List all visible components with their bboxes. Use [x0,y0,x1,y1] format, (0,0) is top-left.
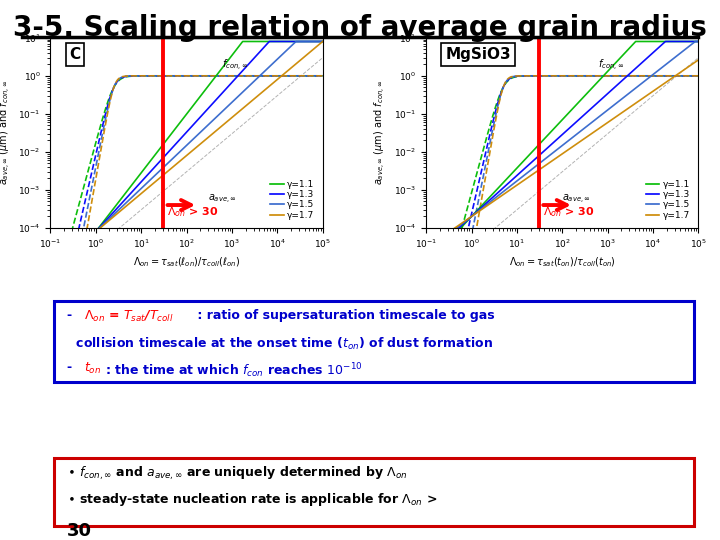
Text: 3-5. Scaling relation of average grain radius: 3-5. Scaling relation of average grain r… [13,14,707,42]
Text: $f_{con,\infty}$: $f_{con,\infty}$ [598,58,624,73]
Text: -: - [67,309,76,322]
Y-axis label: $a_{ave,\infty}$ ($\mu$m) and $f_{con,\infty}$: $a_{ave,\infty}$ ($\mu$m) and $f_{con,\i… [0,80,13,185]
Text: $\Lambda_{on}$ = $T_{sat}$/$T_{coll}$: $\Lambda_{on}$ = $T_{sat}$/$T_{coll}$ [84,309,174,324]
Text: $\bullet$ $f_{con,\infty}$ and $a_{ave,\infty}$ are uniquely determined by $\Lam: $\bullet$ $f_{con,\infty}$ and $a_{ave,\… [67,465,407,482]
Text: $a_{ave,\infty}$: $a_{ave,\infty}$ [208,193,237,206]
Y-axis label: $a_{ave,\infty}$ ($\mu$m) and $f_{con,\infty}$: $a_{ave,\infty}$ ($\mu$m) and $f_{con,\i… [373,80,388,185]
Text: collision timescale at the onset time ($t_{on}$) of dust formation: collision timescale at the onset time ($… [67,336,492,352]
FancyBboxPatch shape [54,301,694,382]
Text: : the time at which $f_{con}$ reaches $10^{-10}$: : the time at which $f_{con}$ reaches $1… [106,361,363,380]
Text: -: - [67,361,76,374]
Legend: γ=1.1, γ=1.3, γ=1.5, γ=1.7: γ=1.1, γ=1.3, γ=1.5, γ=1.7 [642,176,694,224]
Text: MgSiO3: MgSiO3 [445,48,510,62]
FancyBboxPatch shape [54,458,694,526]
Legend: γ=1.1, γ=1.3, γ=1.5, γ=1.7: γ=1.1, γ=1.3, γ=1.5, γ=1.7 [266,176,318,224]
Text: $\Lambda_{on}$ > 30: $\Lambda_{on}$ > 30 [543,205,594,219]
X-axis label: $\Lambda_{on} = \tau_{sat}(\ell_{on})/\tau_{coll}(\ell_{on})$: $\Lambda_{on} = \tau_{sat}(\ell_{on})/\t… [133,255,240,269]
Text: : ratio of supersaturation timescale to gas: : ratio of supersaturation timescale to … [193,309,495,322]
Text: $a_{ave,\infty}$: $a_{ave,\infty}$ [562,193,591,206]
Text: $\Lambda_{on}$ > 30: $\Lambda_{on}$ > 30 [167,205,219,219]
Text: $\bullet$ steady-state nucleation rate is applicable for $\Lambda_{on}$ >: $\bullet$ steady-state nucleation rate i… [67,491,437,508]
Text: 30: 30 [67,522,91,540]
X-axis label: $\Lambda_{on} = \tau_{sat}(t_{on})/\tau_{coll}(t_{on})$: $\Lambda_{on} = \tau_{sat}(t_{on})/\tau_… [509,255,616,269]
Text: $f_{con,\infty}$: $f_{con,\infty}$ [222,58,248,73]
Text: $t_{on}$: $t_{on}$ [84,361,102,376]
Text: C: C [69,48,81,62]
